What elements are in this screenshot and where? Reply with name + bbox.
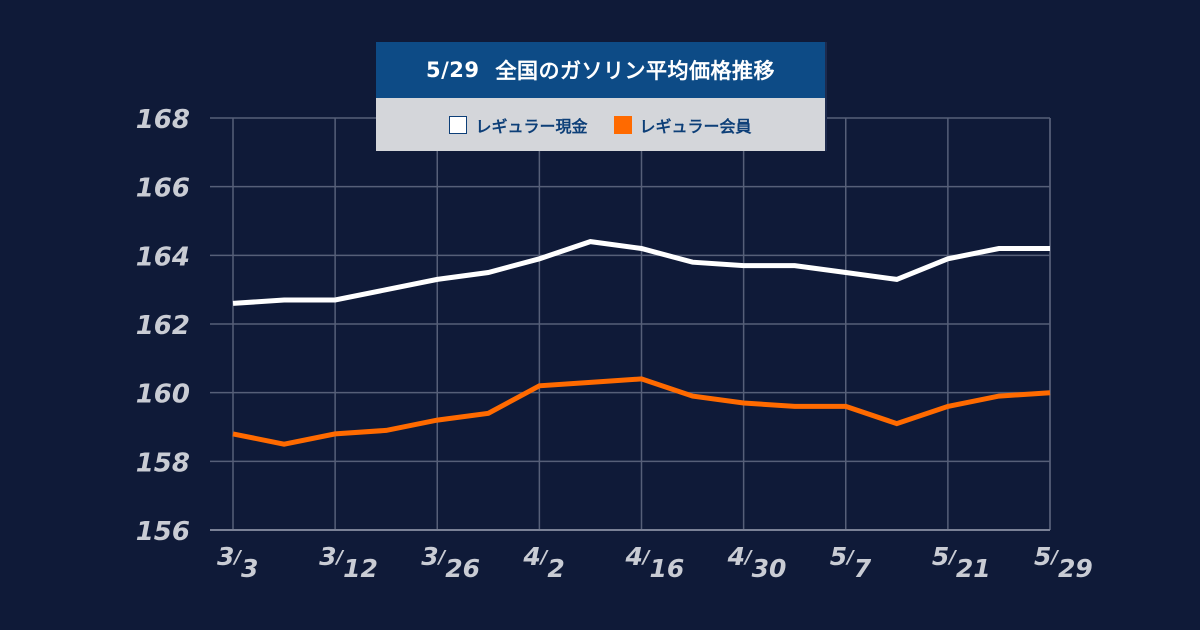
y-tick-label: 168 xyxy=(136,105,190,135)
y-tick-label: 156 xyxy=(136,517,190,547)
x-tick-label: 3/3 xyxy=(217,542,258,583)
chart-title-date: 5/29 xyxy=(425,58,480,82)
x-tick-label: 4/30 xyxy=(727,542,787,583)
x-tick-label: 3/26 xyxy=(421,542,480,583)
legend-item-cash: レギュラー現金 xyxy=(449,113,588,137)
chart-title-text: 全国のガソリン平均価格推移 xyxy=(495,59,775,83)
x-tick-label: 5/21 xyxy=(932,542,991,583)
legend-items: レギュラー現金 レギュラー会員 xyxy=(376,98,825,151)
legend-label-cash: レギュラー現金 xyxy=(475,116,588,136)
x-tick-label: 5/7 xyxy=(830,542,872,583)
y-tick-label: 164 xyxy=(136,242,190,272)
x-tick-label: 4/16 xyxy=(625,542,685,583)
x-tick-label: 4/2 xyxy=(522,542,564,583)
legend-label-member: レギュラー会員 xyxy=(639,116,752,136)
y-tick-label: 160 xyxy=(136,380,190,410)
legend: 5/29 全国のガソリン平均価格推移 レギュラー現金 レギュラー会員 xyxy=(376,42,827,151)
y-tick-label: 162 xyxy=(136,311,190,341)
x-tick-label: 3/12 xyxy=(319,542,378,583)
y-tick-label: 166 xyxy=(136,174,190,204)
legend-swatch-orange xyxy=(613,115,632,134)
y-tick-label: 158 xyxy=(136,448,190,478)
x-tick-label: 5/29 xyxy=(1034,542,1093,583)
legend-swatch-white xyxy=(449,115,468,134)
legend-item-member: レギュラー会員 xyxy=(613,113,752,137)
chart-title: 5/29 全国のガソリン平均価格推移 xyxy=(376,42,825,98)
